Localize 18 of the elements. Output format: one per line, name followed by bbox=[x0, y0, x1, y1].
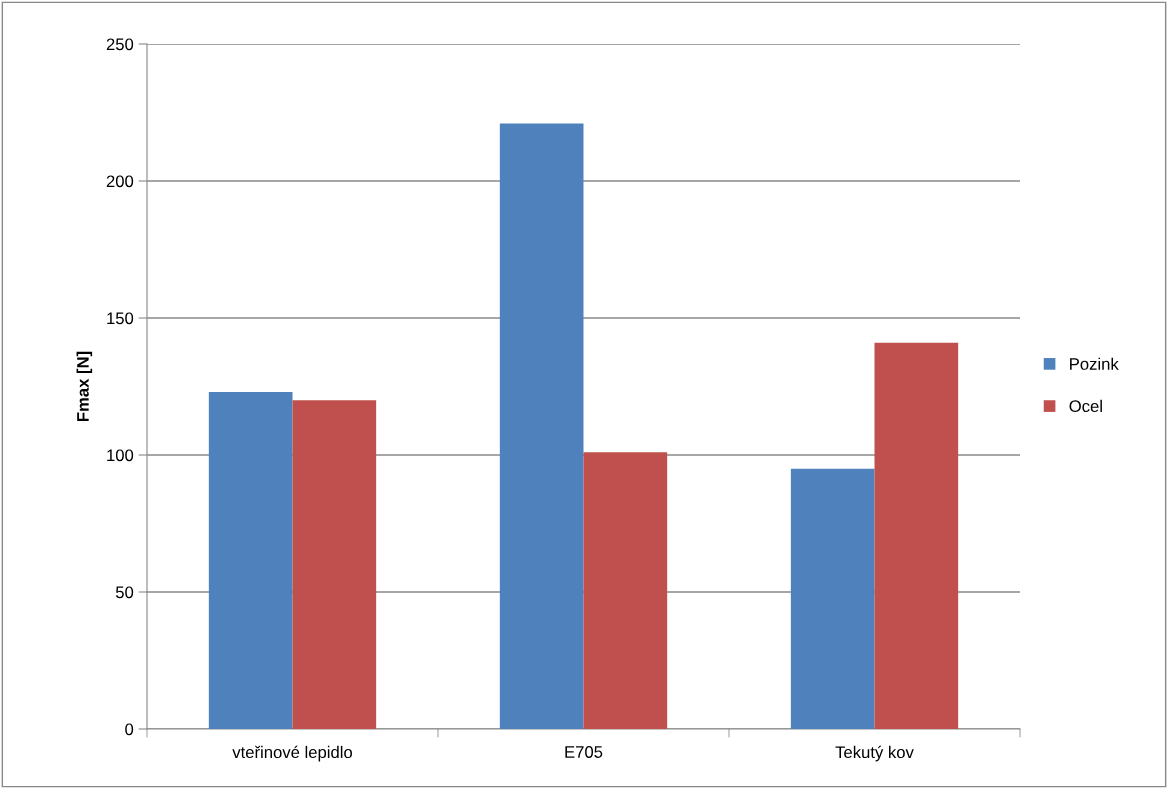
x-tick-label: vteřinové lepidlo bbox=[232, 745, 353, 762]
bar bbox=[790, 468, 875, 729]
y-tick-label: 100 bbox=[107, 449, 134, 462]
y-tick-label: 50 bbox=[115, 586, 134, 599]
x-tick-label: Tekutý kov bbox=[835, 745, 914, 762]
y-tick-label: 150 bbox=[107, 312, 134, 325]
bar bbox=[208, 391, 293, 729]
y-axis-title: Fmax [N] bbox=[76, 351, 93, 422]
legend-label: Ocel bbox=[1069, 399, 1102, 413]
bar bbox=[292, 400, 377, 729]
legend-label: Pozink bbox=[1070, 357, 1119, 370]
bar bbox=[583, 452, 668, 729]
x-tick-label: E705 bbox=[565, 746, 603, 758]
bar bbox=[874, 342, 959, 729]
y-tick-label: 250 bbox=[106, 38, 134, 51]
y-tick-label: 200 bbox=[106, 175, 134, 188]
y-tick-label: 0 bbox=[125, 723, 134, 736]
bar bbox=[499, 123, 584, 729]
